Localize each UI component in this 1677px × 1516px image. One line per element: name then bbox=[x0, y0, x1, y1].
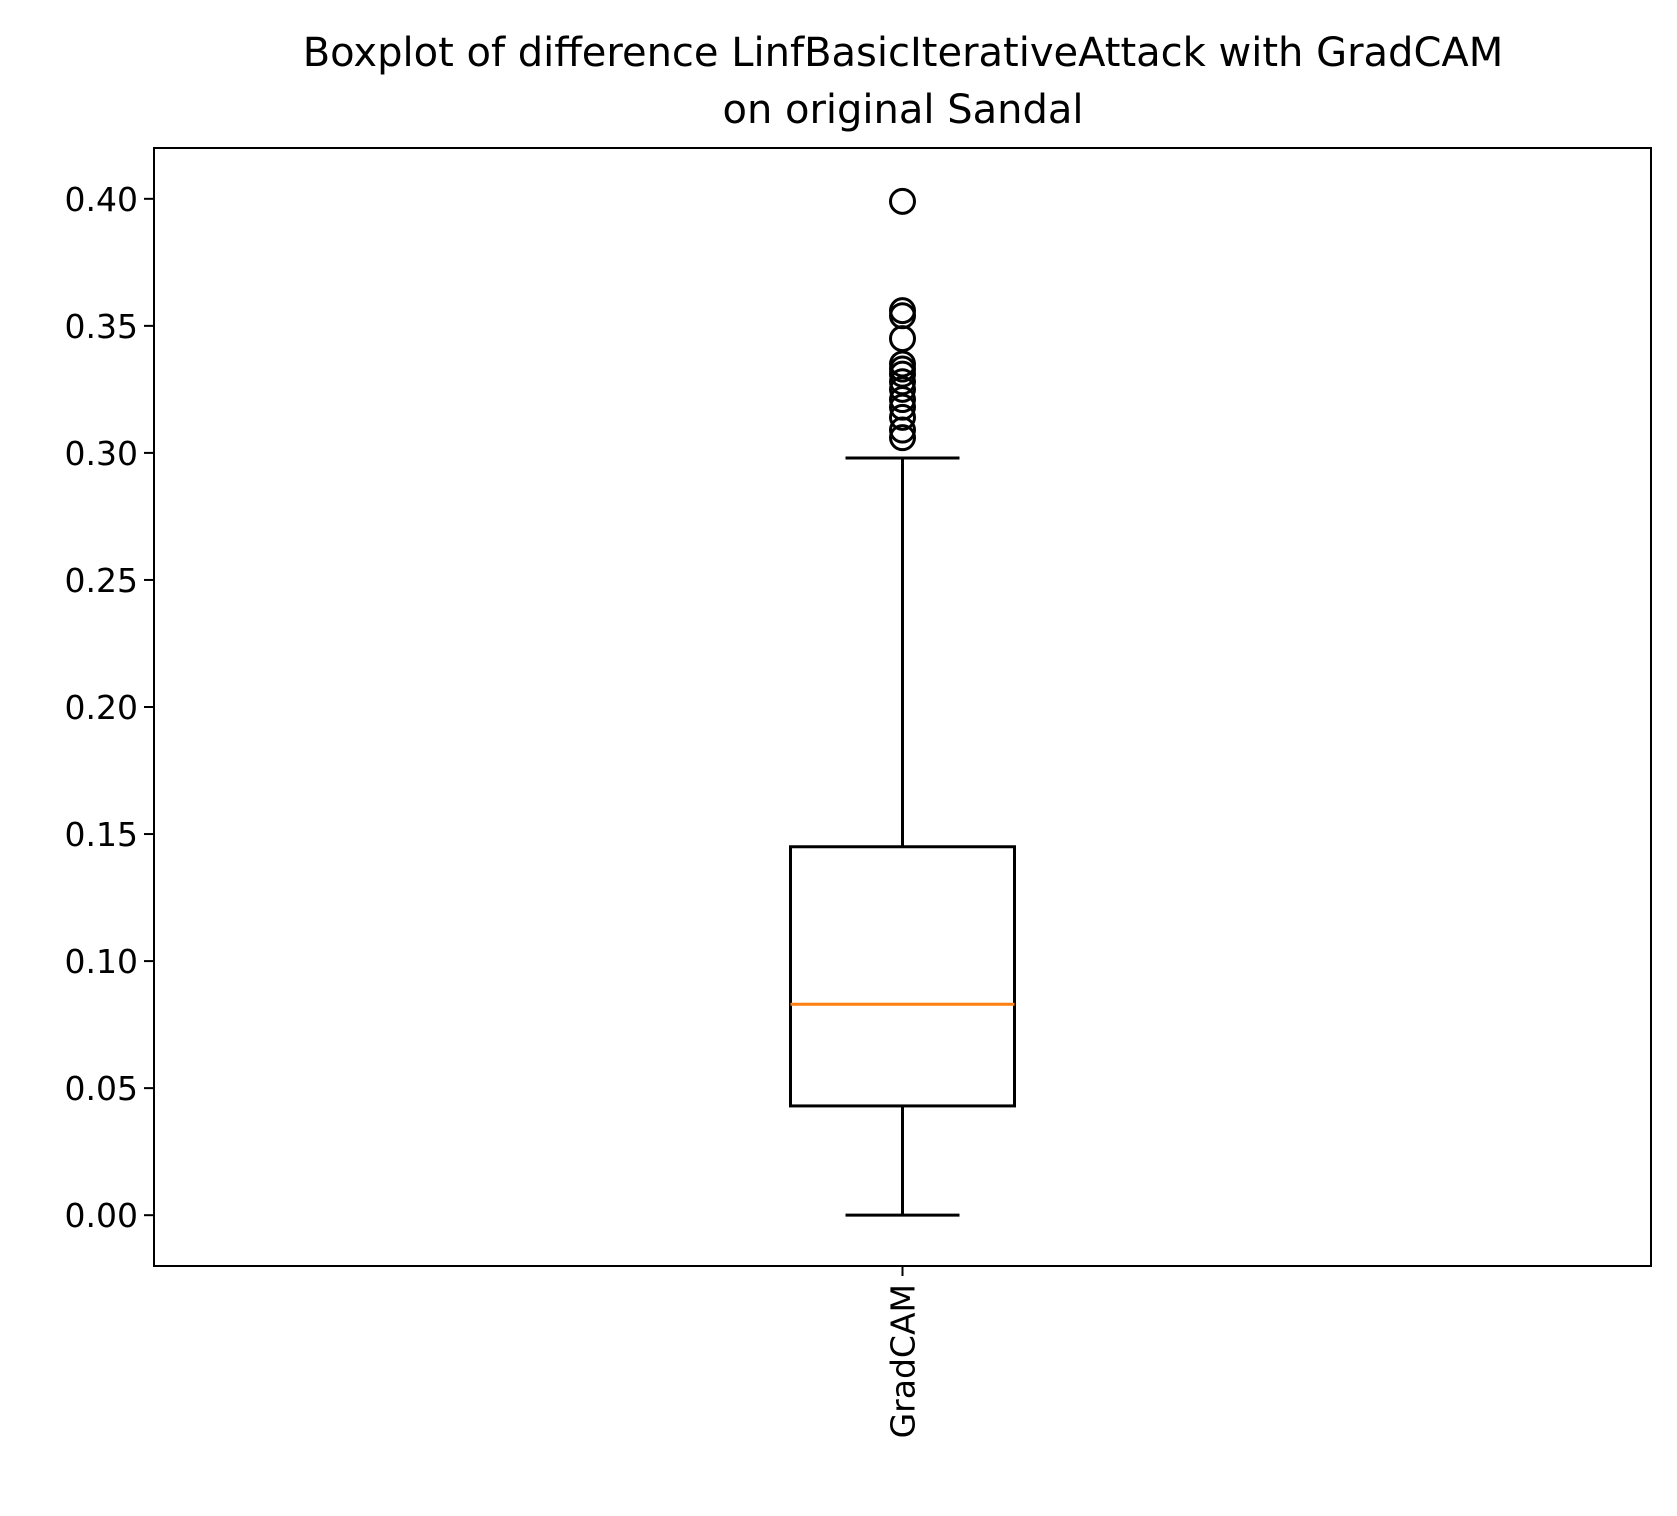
y-tick-label-0: 0.00 bbox=[65, 1196, 138, 1235]
outlier-point-10 bbox=[889, 325, 916, 353]
y-tick-label-3: 0.15 bbox=[65, 815, 138, 854]
y-tick-label-8: 0.40 bbox=[65, 180, 138, 219]
outlier-point-13 bbox=[889, 187, 916, 215]
outlier-point-0 bbox=[889, 424, 916, 452]
y-tick-label-6: 0.30 bbox=[65, 434, 138, 473]
box-iqr bbox=[789, 845, 1016, 1108]
outlier-point-2 bbox=[889, 403, 916, 431]
chart-title-line-1: Boxplot of difference LinfBasicIterative… bbox=[303, 30, 1504, 76]
y-tick-label-7: 0.35 bbox=[65, 307, 138, 346]
chart-title-line-2: on original Sandal bbox=[722, 87, 1083, 133]
outlier-point-6 bbox=[889, 368, 916, 396]
y-tick-label-5: 0.25 bbox=[65, 561, 138, 600]
y-tick-label-4: 0.20 bbox=[65, 688, 138, 727]
y-tick-label-1: 0.05 bbox=[65, 1069, 138, 1108]
outlier-point-12 bbox=[889, 297, 916, 325]
plot-area: 0.00 0.05 0.10 0.15 0.20 0.25 0.30 0.35 0.40 Grad… bbox=[65, 147, 1652, 1438]
y-tick-label-2: 0.10 bbox=[65, 942, 138, 981]
x-tick-label-0: GradCAM bbox=[884, 1284, 923, 1438]
